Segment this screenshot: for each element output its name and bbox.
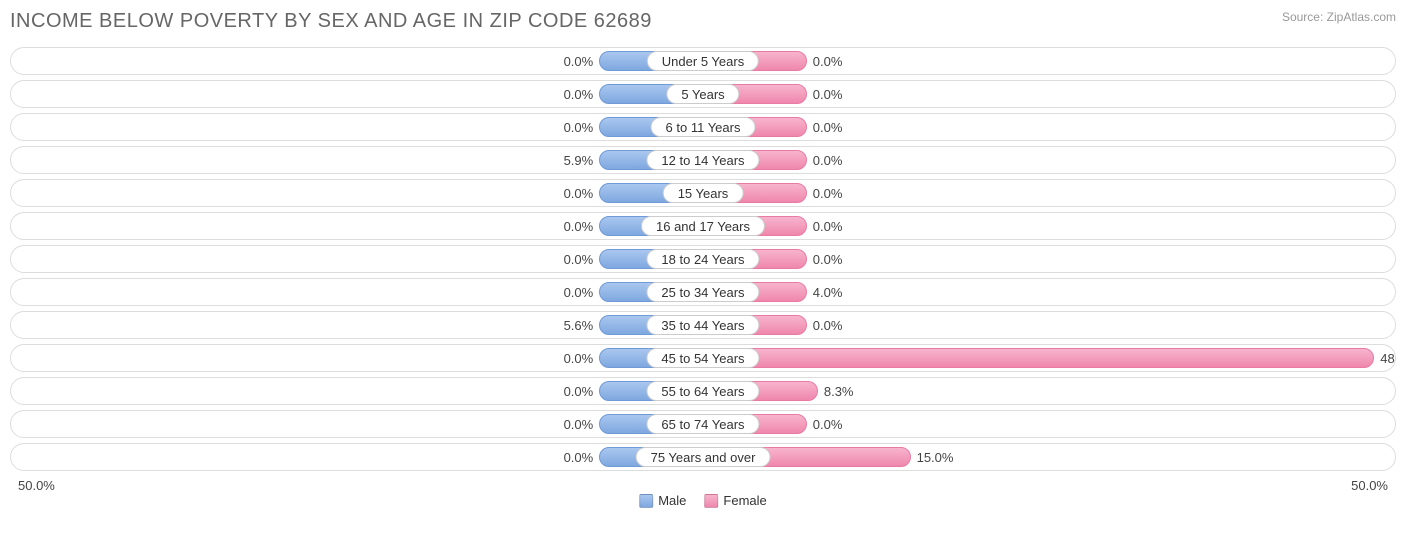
male-value-label: 0.0% <box>564 114 594 140</box>
male-value-label: 5.9% <box>564 147 594 173</box>
axis-max-label: 50.0% <box>1351 478 1388 493</box>
legend: Male Female <box>639 493 767 508</box>
chart-title: INCOME BELOW POVERTY BY SEX AND AGE IN Z… <box>10 10 652 33</box>
female-swatch-icon <box>704 494 718 508</box>
female-value-label: 4.0% <box>813 279 843 305</box>
table-row: 0.0% 0.0% 5 Years <box>10 80 1396 108</box>
female-bar <box>703 348 1374 368</box>
chart-header: INCOME BELOW POVERTY BY SEX AND AGE IN Z… <box>10 10 1396 33</box>
category-label: 75 Years and over <box>636 447 771 467</box>
category-label: 16 and 17 Years <box>641 216 765 236</box>
legend-male-label: Male <box>658 493 686 508</box>
category-label: 18 to 24 Years <box>646 249 759 269</box>
male-value-label: 0.0% <box>564 279 594 305</box>
male-value-label: 0.0% <box>564 444 594 470</box>
chart-source: Source: ZipAtlas.com <box>1282 10 1396 24</box>
x-axis: 50.0% 50.0% <box>10 476 1396 493</box>
category-label: 15 Years <box>663 183 744 203</box>
female-value-label: 0.0% <box>813 147 843 173</box>
category-label: 35 to 44 Years <box>646 315 759 335</box>
female-value-label: 15.0% <box>917 444 954 470</box>
female-value-label: 0.0% <box>813 180 843 206</box>
chart-rows: 0.0%0.0%Under 5 Years0.0%0.0%5 Years0.0%… <box>10 47 1396 471</box>
male-value-label: 0.0% <box>564 48 594 74</box>
table-row: 0.0% 15.0% 75 Years and over <box>10 443 1396 471</box>
poverty-pyramid-chart: INCOME BELOW POVERTY BY SEX AND AGE IN Z… <box>0 0 1406 504</box>
table-row: 5.9% 0.0% 12 to 14 Years <box>10 146 1396 174</box>
chart-footer: 50.0% 50.0% Male Female <box>10 476 1396 498</box>
category-label: Under 5 Years <box>647 51 759 71</box>
table-row: 0.0% 0.0% 6 to 11 Years <box>10 113 1396 141</box>
male-value-label: 0.0% <box>564 81 594 107</box>
male-value-label: 0.0% <box>564 246 594 272</box>
female-value-label: 0.0% <box>813 81 843 107</box>
female-value-label: 0.0% <box>813 411 843 437</box>
male-value-label: 5.6% <box>564 312 594 338</box>
table-row: 0.0% 8.3% 55 to 64 Years <box>10 377 1396 405</box>
category-label: 45 to 54 Years <box>646 348 759 368</box>
female-value-label: 8.3% <box>824 378 854 404</box>
category-label: 6 to 11 Years <box>651 117 756 137</box>
female-value-label: 48.5% <box>1380 345 1396 371</box>
category-label: 55 to 64 Years <box>646 381 759 401</box>
male-value-label: 0.0% <box>564 378 594 404</box>
female-value-label: 0.0% <box>813 114 843 140</box>
category-label: 25 to 34 Years <box>646 282 759 302</box>
male-value-label: 0.0% <box>564 213 594 239</box>
table-row: 0.0% 0.0% 65 to 74 Years <box>10 410 1396 438</box>
male-swatch-icon <box>639 494 653 508</box>
table-row: 0.0% 4.0% 25 to 34 Years <box>10 278 1396 306</box>
female-value-label: 0.0% <box>813 213 843 239</box>
legend-item-female: Female <box>704 493 766 508</box>
male-value-label: 0.0% <box>564 345 594 371</box>
male-value-label: 0.0% <box>564 180 594 206</box>
legend-female-label: Female <box>723 493 766 508</box>
category-label: 12 to 14 Years <box>646 150 759 170</box>
female-value-label: 0.0% <box>813 312 843 338</box>
table-row: 0.0% 48.5% 45 to 54 Years <box>10 344 1396 372</box>
female-value-label: 0.0% <box>813 246 843 272</box>
table-row: 0.0% 0.0% 15 Years <box>10 179 1396 207</box>
table-row: 0.0% 0.0% 16 and 17 Years <box>10 212 1396 240</box>
table-row: 0.0% 0.0% Under 5 Years <box>10 47 1396 75</box>
category-label: 5 Years <box>666 84 739 104</box>
table-row: 0.0% 0.0% 18 to 24 Years <box>10 245 1396 273</box>
category-label: 65 to 74 Years <box>646 414 759 434</box>
legend-item-male: Male <box>639 493 686 508</box>
male-value-label: 0.0% <box>564 411 594 437</box>
axis-min-label: 50.0% <box>18 478 55 493</box>
female-value-label: 0.0% <box>813 48 843 74</box>
table-row: 5.6% 0.0% 35 to 44 Years <box>10 311 1396 339</box>
